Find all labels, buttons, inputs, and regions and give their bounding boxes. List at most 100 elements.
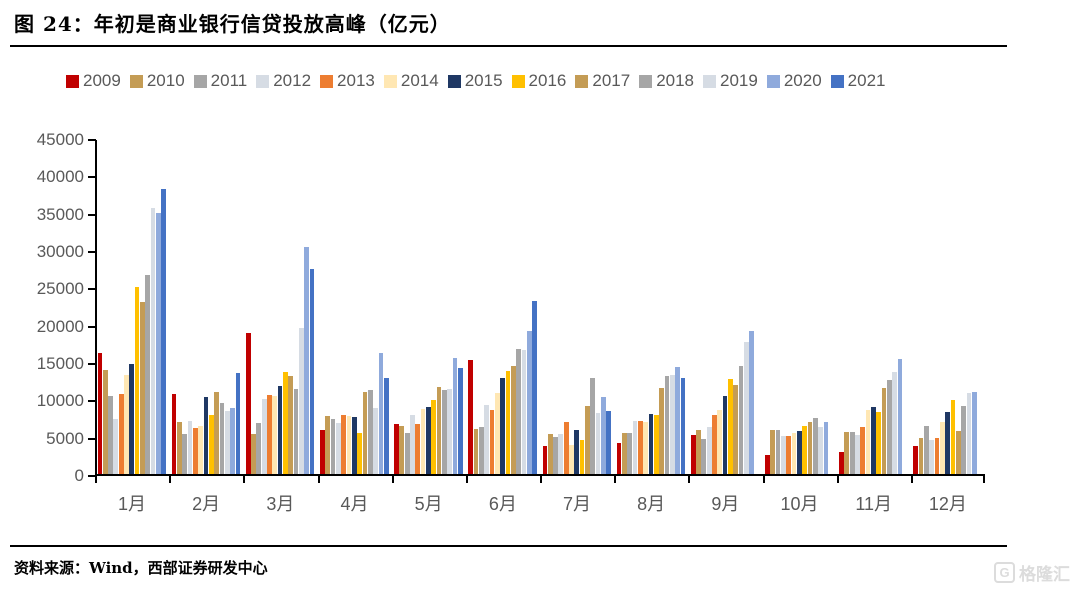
bar-2015-5月 bbox=[426, 406, 431, 474]
legend-item-2020: 2020 bbox=[766, 71, 822, 91]
bar-2011-4月 bbox=[330, 418, 336, 474]
legend-item-2017: 2017 bbox=[575, 71, 630, 91]
x-axis-label: 2月 bbox=[192, 494, 221, 514]
y-axis-tick-label: 40000 bbox=[36, 167, 84, 187]
bar-2020-2月 bbox=[230, 408, 235, 474]
y-axis-tick-label: 20000 bbox=[36, 316, 84, 336]
bar-2013-5月 bbox=[415, 423, 421, 474]
legend-item-2011: 2011 bbox=[193, 71, 248, 91]
legend-label: 2021 bbox=[847, 71, 886, 90]
bar-2009-10月 bbox=[765, 455, 770, 474]
x-axis-label: 10月 bbox=[780, 494, 819, 514]
legend-label: 2014 bbox=[400, 71, 439, 90]
title-divider bbox=[10, 45, 1007, 47]
bar-2017-5月 bbox=[436, 387, 442, 474]
x-axis-label: 1月 bbox=[117, 494, 146, 514]
source-note: 资料来源：Wind，西部证券研发中心 bbox=[14, 559, 268, 577]
bar-2018-4月 bbox=[367, 389, 373, 474]
legend-item-2012: 2012 bbox=[256, 71, 311, 91]
legend-label: 2016 bbox=[528, 71, 567, 90]
y-axis-tick bbox=[88, 400, 96, 403]
bar-2019-10月 bbox=[818, 426, 823, 474]
legend-swatch-icon bbox=[447, 74, 461, 88]
bar-2013-2月 bbox=[192, 427, 198, 474]
y-axis-tick-label: 45000 bbox=[36, 130, 84, 149]
gelonghui-watermark: G 格隆汇 bbox=[994, 560, 1070, 585]
bar-2021-6月 bbox=[532, 300, 537, 474]
bar-2013-11月 bbox=[860, 427, 866, 474]
bar-2009-2月 bbox=[171, 394, 177, 474]
bar-2019-2月 bbox=[224, 411, 230, 474]
bar-2010-3月 bbox=[251, 434, 256, 474]
legend-label: 2015 bbox=[464, 71, 503, 90]
x-axis-tick bbox=[169, 476, 172, 483]
bar-2010-2月 bbox=[176, 421, 182, 474]
bar-2012-10月 bbox=[780, 436, 786, 474]
y-axis-tick bbox=[88, 437, 96, 440]
bar-2014-9月 bbox=[717, 410, 723, 474]
y-axis-tick-label: 30000 bbox=[36, 242, 84, 261]
x-axis-tick bbox=[391, 476, 394, 483]
bar-2012-9月 bbox=[706, 427, 712, 474]
bar-2012-1月 bbox=[113, 418, 119, 474]
x-axis-tick bbox=[910, 476, 913, 483]
legend-item-2014: 2014 bbox=[383, 71, 439, 91]
bar-2020-9月 bbox=[749, 330, 755, 474]
bar-2011-5月 bbox=[404, 432, 410, 474]
bar-2016-6月 bbox=[505, 370, 511, 474]
bar-2015-2月 bbox=[203, 397, 209, 474]
bar-2011-12月 bbox=[923, 426, 929, 474]
y-axis-tick bbox=[88, 139, 96, 141]
bar-2009-6月 bbox=[468, 359, 474, 474]
x-axis-tick bbox=[540, 476, 542, 483]
bar-2011-6月 bbox=[478, 426, 484, 474]
bar-2018-11月 bbox=[887, 379, 892, 474]
bar-2014-8月 bbox=[643, 421, 648, 474]
bar-2012-11月 bbox=[855, 434, 860, 474]
bar-2012-5月 bbox=[410, 415, 415, 474]
bar-2013-1月 bbox=[118, 394, 124, 474]
bar-2014-3月 bbox=[272, 395, 278, 474]
bar-2009-5月 bbox=[394, 424, 399, 474]
bar-2012-7月 bbox=[558, 433, 564, 474]
bar-2009-11月 bbox=[839, 452, 844, 474]
bar-2020-12月 bbox=[971, 391, 977, 474]
legend-swatch-icon bbox=[66, 74, 79, 88]
legend-swatch-icon bbox=[639, 74, 653, 88]
y-axis-tick bbox=[88, 251, 96, 253]
figure-title: 图 24：年初是商业银行信贷投放高峰（亿元） bbox=[14, 12, 451, 36]
legend-swatch-icon bbox=[703, 74, 717, 88]
bar-2015-6月 bbox=[500, 378, 505, 474]
legend-label: 2011 bbox=[210, 71, 248, 90]
bar-2011-11月 bbox=[849, 432, 855, 474]
bar-2010-1月 bbox=[102, 370, 108, 474]
bar-2013-4月 bbox=[341, 414, 346, 474]
x-axis-label: 5月 bbox=[414, 494, 443, 514]
legend-label: 2013 bbox=[337, 71, 375, 90]
bar-2016-9月 bbox=[728, 379, 733, 474]
legend-swatch-icon bbox=[830, 74, 844, 88]
legend-label: 2019 bbox=[720, 71, 758, 90]
bar-2018-8月 bbox=[664, 376, 670, 474]
legend-swatch-icon bbox=[129, 74, 143, 88]
bar-2013-7月 bbox=[563, 421, 569, 474]
bar-2010-5月 bbox=[399, 426, 405, 474]
bar-2014-5月 bbox=[420, 409, 426, 474]
legend-label: 2012 bbox=[273, 71, 312, 90]
legend-swatch-icon bbox=[383, 74, 397, 88]
x-axis-tick bbox=[614, 476, 617, 483]
bar-2011-2月 bbox=[182, 434, 188, 474]
bar-2009-8月 bbox=[616, 443, 622, 474]
bar-2009-12月 bbox=[913, 445, 919, 474]
legend-label: 2010 bbox=[146, 71, 185, 90]
bar-2010-11月 bbox=[844, 431, 850, 474]
bar-2018-12月 bbox=[961, 406, 966, 474]
y-axis-tick bbox=[88, 363, 96, 365]
x-axis-tick bbox=[317, 476, 320, 483]
bar-2018-10月 bbox=[812, 418, 818, 474]
y-axis-tick bbox=[88, 213, 96, 216]
bar-2017-9月 bbox=[733, 385, 739, 474]
bar-2015-10月 bbox=[796, 431, 802, 474]
bar-2020-11月 bbox=[897, 359, 903, 474]
